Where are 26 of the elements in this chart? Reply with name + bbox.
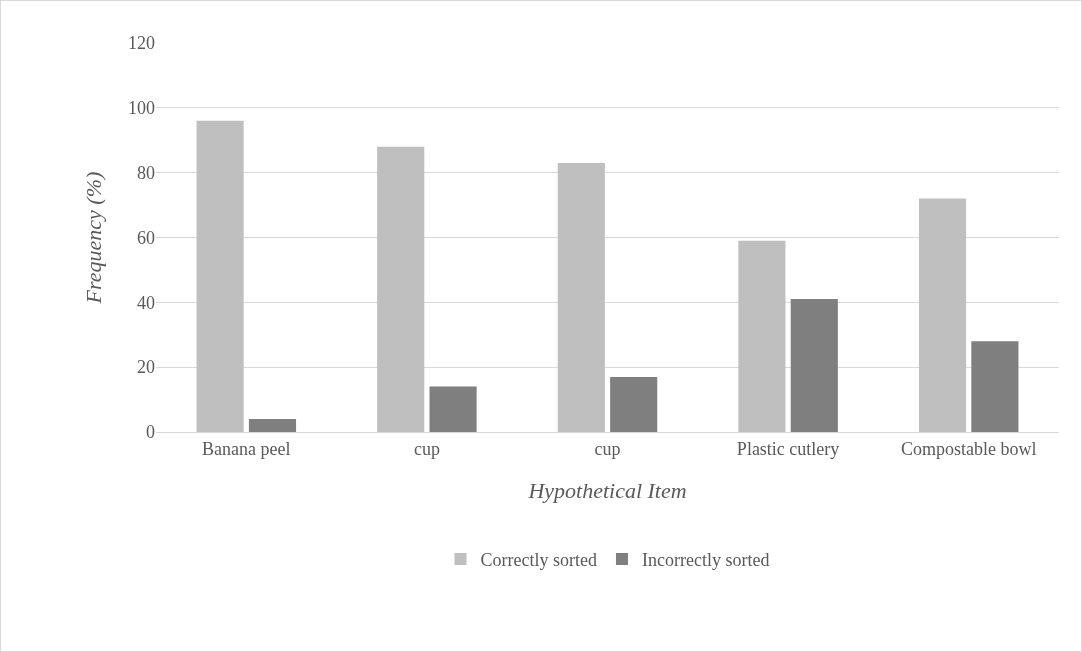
bar: [196, 120, 244, 432]
bar: [429, 386, 477, 432]
bar: [610, 376, 658, 432]
bar: [790, 299, 838, 432]
y-tick-label: 20: [137, 357, 155, 378]
x-tick-label: Compostable bowl: [900, 438, 1037, 459]
y-tick-label: 80: [137, 162, 155, 183]
y-tick-label: 100: [128, 98, 155, 119]
x-tick-label: cup: [594, 438, 621, 459]
y-tick-label: 120: [128, 33, 155, 54]
bar: [377, 146, 425, 432]
bar: [738, 240, 786, 432]
legend-label: Correctly sorted: [480, 550, 597, 571]
x-tick-label: Plastic cutlery: [736, 438, 840, 459]
x-tick-label: Banana peel: [202, 438, 291, 459]
bar: [918, 198, 967, 432]
bar: [557, 162, 605, 432]
bar: [971, 341, 1019, 432]
x-tick-label: cup: [413, 438, 440, 459]
y-tick-label: 60: [137, 227, 155, 248]
x-axis-title: Hypothetical Item: [527, 478, 687, 504]
legend-label: Incorrectly sorted: [641, 550, 770, 571]
y-axis-title: Frequency (%): [80, 171, 106, 305]
y-tick-label: 0: [146, 422, 155, 443]
y-tick-label: 40: [137, 292, 155, 313]
bar: [248, 419, 297, 432]
